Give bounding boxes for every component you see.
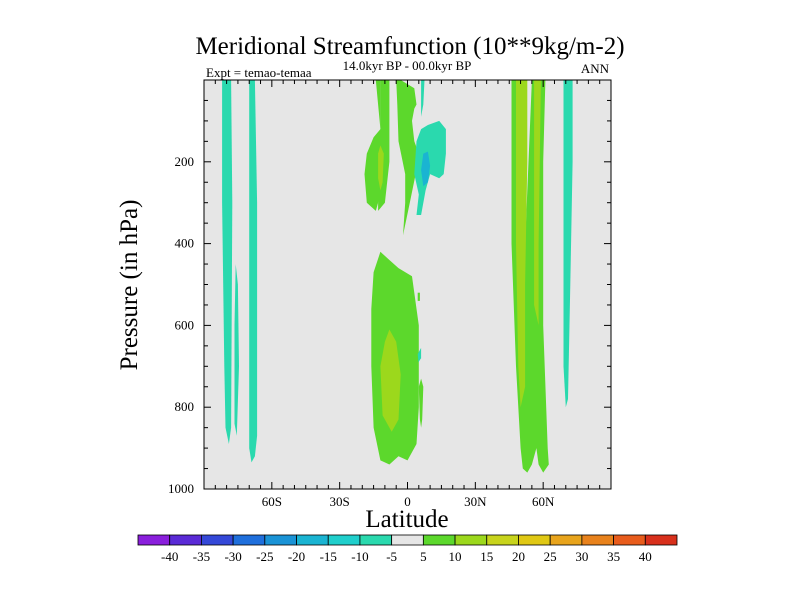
contour-inner-region-1 [380,329,401,432]
x-tick-label: 60S [262,494,282,509]
colorbar-label: 30 [575,549,588,564]
x-tick-label: 0 [404,494,411,509]
x-tick-label: 60N [532,494,555,509]
chart-subtitle: 14.0kyr BP - 00.0kyr BP [343,58,472,73]
season-label: ANN [581,61,610,76]
colorbar-label: -5 [386,549,397,564]
colorbar-label: 20 [512,549,525,564]
contour-region-12 [563,80,573,408]
contour-inner-region-4 [421,151,431,187]
colorbar-swatch [169,534,202,546]
colorbar-swatch [327,534,361,546]
colorbar-label: 40 [639,549,652,564]
colorbar-label: -15 [320,549,337,564]
colorbar-label: -40 [161,549,178,564]
colorbar-swatch [296,534,329,546]
contour-region-7 [421,80,425,117]
colorbar-label: 10 [449,549,462,564]
contour-inner-regions [378,80,541,432]
contour-region-6 [418,378,424,428]
colorbar-swatch [422,534,456,546]
contour-region-9 [417,347,422,363]
colorbar-label: 5 [420,549,427,564]
colorbar-swatch [201,534,234,546]
colorbar-swatch [232,534,266,546]
y-tick-label: 600 [175,317,195,332]
chart-title: Meridional Streamfunction (10**9kg/m-2) [195,33,624,60]
contour-inner-region-3 [534,80,541,326]
colorbar-swatch [137,534,171,546]
contour-region-0 [222,80,233,444]
colorbar-swatch [581,534,614,546]
colorbar-swatch [644,534,678,546]
colorbar-label: -10 [351,549,368,564]
axis-ticks: 60S 30S 0 30N 60N 200 400 600 800 1000 [168,79,612,509]
colorbar-swatch [391,534,424,546]
experiment-label: Expt = temao-temaa [206,65,312,80]
colorbar-swatch [549,534,583,546]
colorbar-label: -20 [288,549,305,564]
contour-region-10 [417,292,420,301]
colorbar-swatch [486,534,519,546]
contour-region-3 [375,80,419,236]
y-axis-label: Pressure (in hPa) [116,200,143,371]
colorbar-label: 35 [607,549,620,564]
colorbar-swatch [454,534,488,546]
colorbar-swatch [613,534,646,546]
contour-inner-region-0 [378,145,384,191]
x-tick-label: 30N [464,494,487,509]
colorbar-label: -30 [224,549,241,564]
contour-inner-region-2 [516,80,528,408]
y-tick-label: 400 [175,236,195,251]
y-tick-label: 1000 [168,481,194,496]
contour-region-2 [249,80,258,463]
colorbar-label: 25 [544,549,557,564]
colorbar-label: -25 [256,549,273,564]
contour-region-8 [414,120,446,215]
x-tick-label: 30S [330,494,350,509]
colorbar-swatch [359,534,393,546]
x-axis-label: Latitude [365,506,448,533]
colorbar-label: 15 [480,549,493,564]
y-tick-label: 200 [175,154,195,169]
colorbar-label: -35 [193,549,210,564]
colorbar-swatch [518,534,551,546]
contour-region-1 [234,264,239,436]
colorbar: -40 -35 -30 -25 -20 -15 -10 -5 5 10 15 20 25 30 35 40 [137,534,678,564]
colorbar-swatch [264,534,297,546]
y-tick-label: 800 [175,399,195,414]
